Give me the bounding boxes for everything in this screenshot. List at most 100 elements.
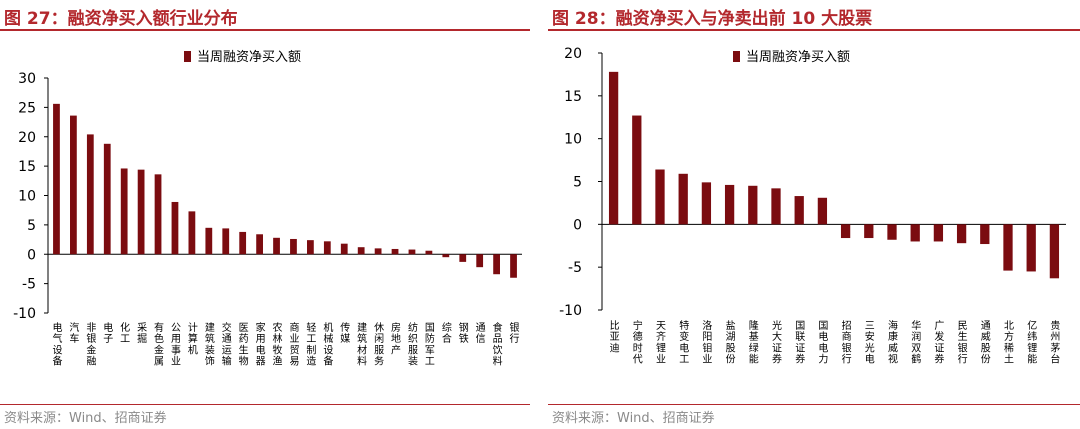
bar-industry-27 (510, 254, 517, 278)
x-tick-label: 综合 (442, 321, 452, 345)
bar-industry-21 (408, 249, 416, 255)
bar-industry-1 (70, 115, 77, 255)
chart-panel-stocks: 图 28：融资净买入与净卖出前 10 大股票 -10 -5 0 5 10 15 20 比亚迪 宁… (548, 0, 1080, 429)
x-tick-label: 医药生物 (239, 322, 249, 368)
legend-label: 当周融资净买入额 (746, 50, 850, 65)
x-tick-label: 特变电工 (679, 320, 689, 366)
bar-industry-26 (493, 254, 500, 275)
x-tick-label: 宁德时代 (633, 319, 643, 366)
y-tick-label: 0 (27, 247, 36, 263)
y-tick-label: 15 (564, 89, 582, 105)
x-tick-label: 机械设备 (323, 321, 333, 368)
y-tick-label: 20 (18, 130, 36, 146)
x-tick-label: 国联证券 (795, 320, 805, 366)
bar-stock-16 (980, 224, 990, 245)
y-tick-label: 15 (18, 159, 36, 175)
x-tick-label: 隆基绿能 (749, 319, 759, 366)
bar-industry-2 (86, 134, 94, 255)
x-tick-label: 钢铁 (459, 321, 469, 345)
bar-industry-18 (357, 247, 365, 255)
x-tick-label: 民生银行 (958, 320, 968, 366)
x-tick-label: 汽车 (69, 321, 79, 345)
bar-industry-13 (273, 237, 280, 255)
bar-industry-15 (307, 240, 314, 255)
x-tick-label: 食品饮料 (493, 321, 503, 368)
x-tick-label: 广发证券 (934, 320, 944, 366)
x-tick-label: 农林牧渔 (273, 321, 283, 368)
x-tick-label: 休闲服务 (374, 322, 384, 368)
x-tick-label: 国防军工 (425, 322, 435, 368)
bar-stock-17 (1003, 224, 1013, 271)
x-tick-label: 洛阳钼业 (702, 319, 712, 366)
x-tick-label: 通信 (476, 322, 486, 345)
stocks-bar-chart: -10 -5 0 5 10 15 20 比亚迪 宁德时代 天齐锂业 特变电工 洛阳钼业 盐湖股份 隆基绿能… (559, 46, 1066, 366)
y-tick-label: 10 (564, 132, 582, 148)
bar-industry-22 (425, 250, 433, 255)
bar-stock-12 (887, 224, 897, 240)
bar-stock-4 (701, 182, 712, 225)
bar-industry-17 (340, 243, 348, 255)
x-tick-label: 交通运输 (222, 321, 232, 368)
bar-industry-4 (120, 168, 128, 255)
x-tick-label: 计算机 (188, 321, 198, 356)
bar-stock-19 (1049, 224, 1060, 279)
bar-stock-1 (632, 115, 642, 225)
bar-industry-14 (290, 238, 297, 255)
legend-swatch (733, 51, 740, 62)
y-tick-label: -10 (559, 303, 582, 319)
x-tick-label: 传媒 (340, 322, 350, 345)
x-tick-label: 化工 (120, 321, 130, 345)
x-tick-label: 建筑装饰 (205, 321, 215, 368)
bar-stock-0 (608, 71, 619, 225)
x-tick-label: 北方稀土 (1004, 320, 1014, 366)
x-tick-label: 采掘 (137, 322, 147, 345)
source-divider (0, 404, 530, 405)
x-tick-label: 亿纬锂能 (1027, 319, 1037, 366)
x-tick-label: 招商银行 (842, 319, 852, 366)
bar-stock-5 (724, 184, 735, 225)
y-tick-label: -10 (13, 306, 36, 322)
bar-industry-23 (442, 254, 450, 258)
y-tick-label: 25 (18, 100, 36, 116)
bar-industry-12 (256, 234, 263, 255)
x-tick-label: 轻工制造 (306, 321, 316, 368)
y-tick-label: -5 (22, 277, 36, 293)
bar-stock-2 (655, 169, 665, 225)
industry-bar-chart: -10 -5 0 5 10 15 20 25 30 电气设备汽车非银金融电子化工采掘有色金属公用事… (13, 50, 522, 368)
source-divider (548, 404, 1080, 405)
x-tick-label: 光大证券 (772, 319, 782, 366)
bar-industry-3 (103, 143, 111, 255)
bar-stock-14 (933, 224, 944, 242)
x-tick-label: 贵州茅台 (1050, 319, 1060, 366)
bar-industry-24 (459, 254, 467, 262)
x-tick-label: 非银金融 (86, 322, 96, 368)
bar-stock-18 (1026, 224, 1036, 272)
legend-swatch (184, 51, 191, 62)
bar-stock-7 (771, 188, 781, 225)
x-tick-label: 电气设备 (52, 321, 62, 368)
bar-industry-25 (476, 254, 484, 268)
bar-stock-11 (864, 224, 874, 239)
legend-label: 当周融资净买入额 (197, 50, 301, 65)
bar-industry-16 (323, 241, 331, 255)
x-tick-label: 公用事业 (171, 323, 181, 368)
x-tick-label: 三安光电 (865, 321, 875, 366)
title-divider (0, 29, 530, 31)
x-tick-label: 比亚迪 (610, 320, 620, 354)
x-tick-label: 通威股份 (981, 320, 991, 366)
bar-stock-15 (956, 224, 967, 244)
source-note: 资料来源：Wind、招商证券 (552, 411, 715, 426)
source-note: 资料来源：Wind、招商证券 (4, 411, 167, 426)
x-tick-label: 银行 (510, 321, 520, 345)
chart-title-stocks: 图 28：融资净买入与净卖出前 10 大股票 (552, 9, 873, 29)
x-tick-label: 纺织服装 (408, 321, 418, 368)
y-tick-label: 30 (18, 71, 36, 87)
x-tick-label: 国电电力 (818, 320, 828, 366)
y-tick-label: 5 (573, 175, 582, 191)
bar-stock-10 (840, 224, 851, 239)
bar-industry-20 (391, 248, 399, 255)
bar-industry-7 (171, 201, 179, 255)
bar-industry-10 (222, 228, 230, 255)
bar-stock-13 (910, 224, 920, 242)
y-tick-label: 0 (573, 217, 582, 233)
